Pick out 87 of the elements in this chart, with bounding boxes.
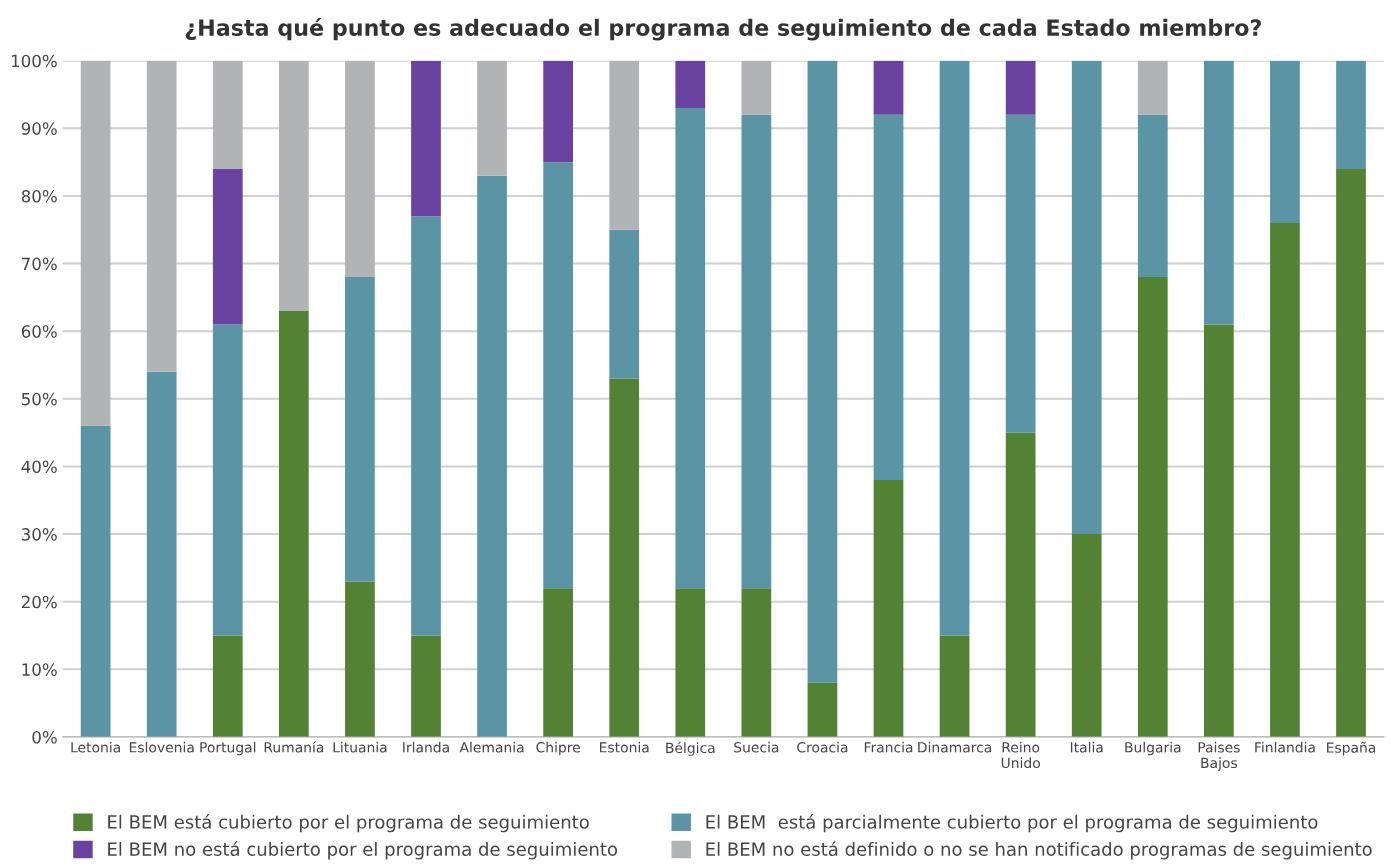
bar <box>146 371 177 737</box>
bar <box>1336 168 1366 737</box>
x-tick-label: Paises Bajos <box>1198 741 1240 771</box>
x-tick-label: Francia <box>864 741 913 753</box>
bar <box>1137 114 1168 278</box>
x-tick-label: Lituania <box>333 741 387 753</box>
x-tick-label: Croacia <box>797 741 848 753</box>
bar <box>1071 534 1102 737</box>
bar <box>477 60 507 176</box>
y-tick-label: 60% <box>21 325 57 338</box>
bar <box>411 635 441 737</box>
bar <box>1204 60 1234 325</box>
x-tick-label: Eslovenia <box>129 741 194 753</box>
legend-label: El BEM está parcialmente cubierto por el programa de seguimiento <box>706 814 1318 833</box>
bar <box>212 60 243 169</box>
bar <box>543 60 574 163</box>
x-tick-label: Finlandia <box>1255 741 1315 753</box>
bar <box>675 108 706 589</box>
y-tick-label: 100% <box>11 54 57 68</box>
y-tick-label: 40% <box>21 460 57 474</box>
x-tick-label: Portugal <box>200 741 256 756</box>
bar <box>345 60 375 278</box>
x-tick-label: Letonia <box>71 741 120 753</box>
bar <box>477 175 507 737</box>
bar <box>80 60 111 426</box>
bar <box>543 162 574 589</box>
y-tick-label: 80% <box>21 189 57 203</box>
bar <box>1137 277 1168 737</box>
x-tick-label: Alemania <box>459 741 524 753</box>
bar <box>873 60 904 115</box>
bar <box>345 277 375 582</box>
bar <box>807 682 838 737</box>
x-tick-label: Italia <box>1070 741 1103 753</box>
bar <box>939 60 970 636</box>
bar <box>1005 114 1036 433</box>
x-tick-label: Bélgica <box>666 741 715 756</box>
bar <box>1005 432 1036 737</box>
bar <box>1071 60 1102 535</box>
y-tick-label: 70% <box>22 257 57 271</box>
x-tick-label: Irlanda <box>403 741 449 753</box>
x-tick-label: Chipre <box>536 741 580 756</box>
bar <box>278 60 309 311</box>
bar <box>741 114 772 589</box>
bar <box>411 60 441 217</box>
bar <box>807 60 838 683</box>
bar <box>543 588 574 737</box>
x-tick-label: Rumanía <box>264 741 324 753</box>
bar <box>1270 60 1300 223</box>
bar <box>345 581 375 737</box>
bar <box>146 60 177 372</box>
bar <box>741 588 772 737</box>
x-tick-label: España <box>1327 741 1376 756</box>
bar <box>609 229 640 379</box>
y-tick-label: 20% <box>21 595 57 609</box>
bar <box>212 324 243 636</box>
bar <box>939 635 970 737</box>
bar <box>1005 60 1036 115</box>
chart-title: ¿Hasta qué punto es adecuado el programa de seguimiento de cada Estado miembro? <box>185 17 1261 41</box>
y-tick-label: 30% <box>21 528 57 541</box>
bar <box>741 60 772 115</box>
y-tick-label: 50% <box>21 392 57 406</box>
legend-label: El BEM está cubierto por el programa de seguimiento <box>108 814 589 833</box>
bar <box>609 60 640 230</box>
y-tick-label: 90% <box>21 122 57 135</box>
legend-label: El BEM no está cubierto por el programa de seguimiento <box>108 841 618 860</box>
x-tick-label: Dinamarca <box>918 741 992 753</box>
bar <box>1270 222 1300 737</box>
bar <box>411 216 441 636</box>
bar <box>1336 60 1366 169</box>
bar <box>873 114 904 480</box>
bar <box>873 479 904 737</box>
y-tick-label: 0% <box>32 730 57 744</box>
bar <box>675 60 706 109</box>
x-tick-label: Estonia <box>600 741 649 753</box>
bar <box>1204 324 1234 737</box>
bar <box>212 635 243 737</box>
bar <box>80 425 111 737</box>
x-tick-label: Reino Unido <box>1001 741 1040 769</box>
bar <box>675 588 706 737</box>
x-tick-label: Bulgaria <box>1125 741 1181 756</box>
bar <box>1137 60 1168 115</box>
bar <box>609 378 640 737</box>
y-tick-label: 10% <box>22 663 57 676</box>
bar <box>278 310 309 737</box>
bar <box>212 168 243 325</box>
legend-label: El BEM no está definido o no se han notificado programas de seguimiento <box>706 841 1372 860</box>
x-tick-label: Suecia <box>734 741 779 753</box>
